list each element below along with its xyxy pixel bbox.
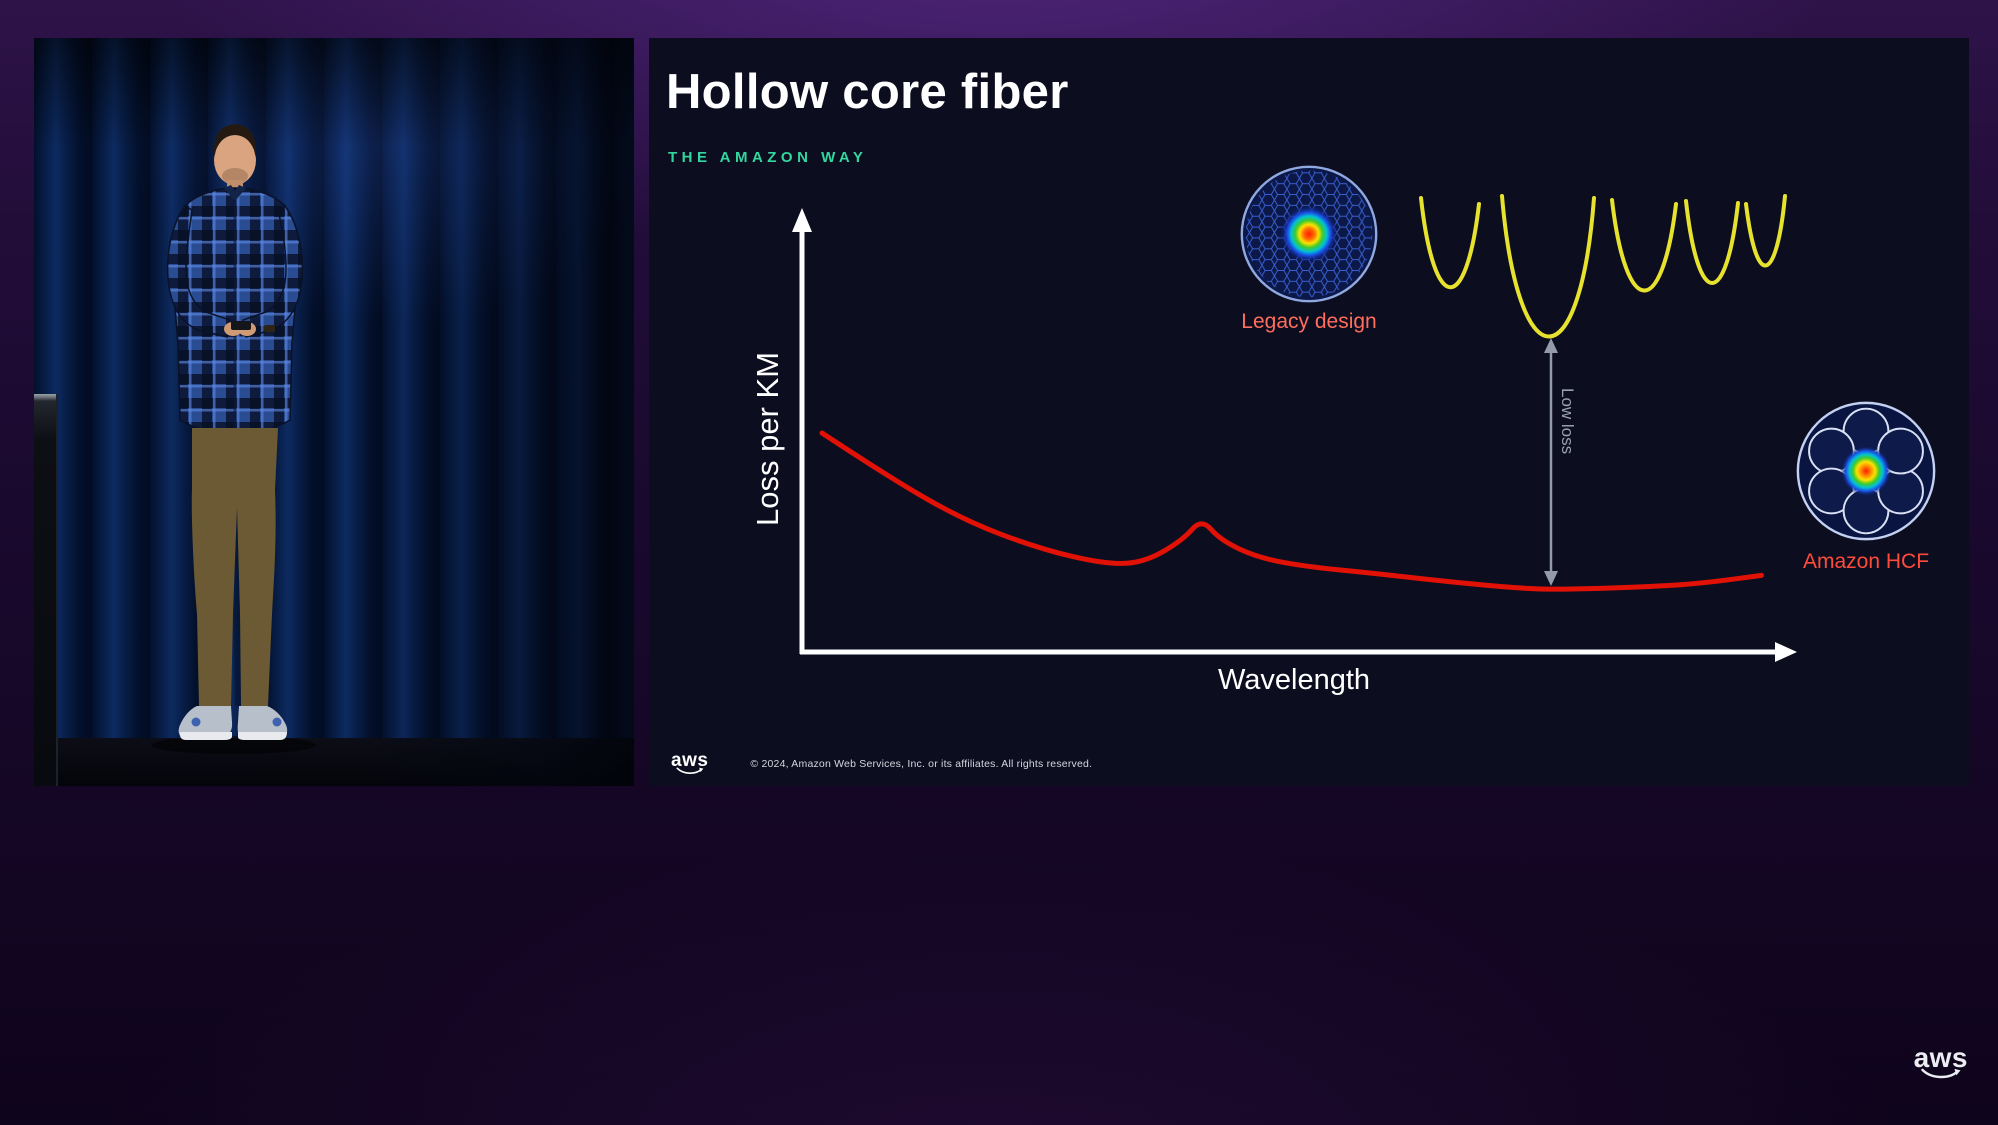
presenter-left-arm <box>166 205 231 338</box>
shoe-accent-right <box>272 717 282 727</box>
presenter-hair <box>213 124 257 157</box>
low-loss-label: Low loss <box>1558 388 1577 455</box>
legacy-fiber-image <box>1240 165 1378 303</box>
presenter-head <box>214 135 256 185</box>
slide-title: Hollow core fiber <box>666 65 1069 119</box>
y-axis-arrowhead <box>792 208 812 232</box>
shoe-sole-left <box>179 732 232 740</box>
presenter-right-arm <box>242 205 304 338</box>
low-loss-arrowhead-top <box>1544 338 1558 353</box>
stage-video-panel <box>34 38 634 786</box>
aws-logo-text: aws <box>671 749 709 771</box>
presenter-clicker <box>231 321 251 330</box>
amazon-hcf-image <box>1796 401 1936 541</box>
shoe-accent-left <box>191 717 201 727</box>
stage-right-shadow <box>34 38 634 786</box>
legacy-design-label: Legacy design <box>1241 310 1377 333</box>
pants-shading <box>233 508 241 706</box>
slide-footer: aws © 2024, Amazon Web Services, Inc. or… <box>671 749 1093 776</box>
loss-vs-wavelength-chart <box>792 194 1797 662</box>
x-axis-label: Wavelength <box>1217 664 1371 696</box>
presenter-shadow <box>152 736 316 754</box>
y-axis-label: Loss per KM <box>750 352 785 527</box>
slide-panel: Hollow core fiber THE AMAZON WAY Loss pe… <box>649 38 1969 786</box>
transmission-window-curves <box>1419 194 1787 339</box>
aws-logo-watermark: aws <box>1913 1041 1968 1081</box>
shoe-sole-right <box>238 732 287 740</box>
presenter-shoe-right <box>237 706 288 738</box>
aws-logo-footer: aws <box>671 749 709 776</box>
amazon-hcf-label: Amazon HCF <box>1802 550 1930 573</box>
presenter-shoe-left <box>178 706 233 738</box>
loss-curve <box>819 430 1764 592</box>
aws-smile-icon <box>676 767 704 775</box>
presenter-figure <box>152 124 316 754</box>
copyright-text: © 2024, Amazon Web Services, Inc. or its… <box>750 757 1093 770</box>
slide-eyebrow: THE AMAZON WAY <box>668 149 868 166</box>
presenter-pants <box>191 428 278 706</box>
x-axis-arrowhead <box>1775 642 1797 662</box>
wristwatch <box>264 325 275 332</box>
aws-logo-text: aws <box>1913 1041 1968 1073</box>
stage-lectern-edge <box>34 394 58 786</box>
aws-smile-icon <box>1921 1068 1961 1079</box>
shirt-collar <box>224 185 246 201</box>
low-loss-arrowhead-bottom <box>1544 571 1558 586</box>
